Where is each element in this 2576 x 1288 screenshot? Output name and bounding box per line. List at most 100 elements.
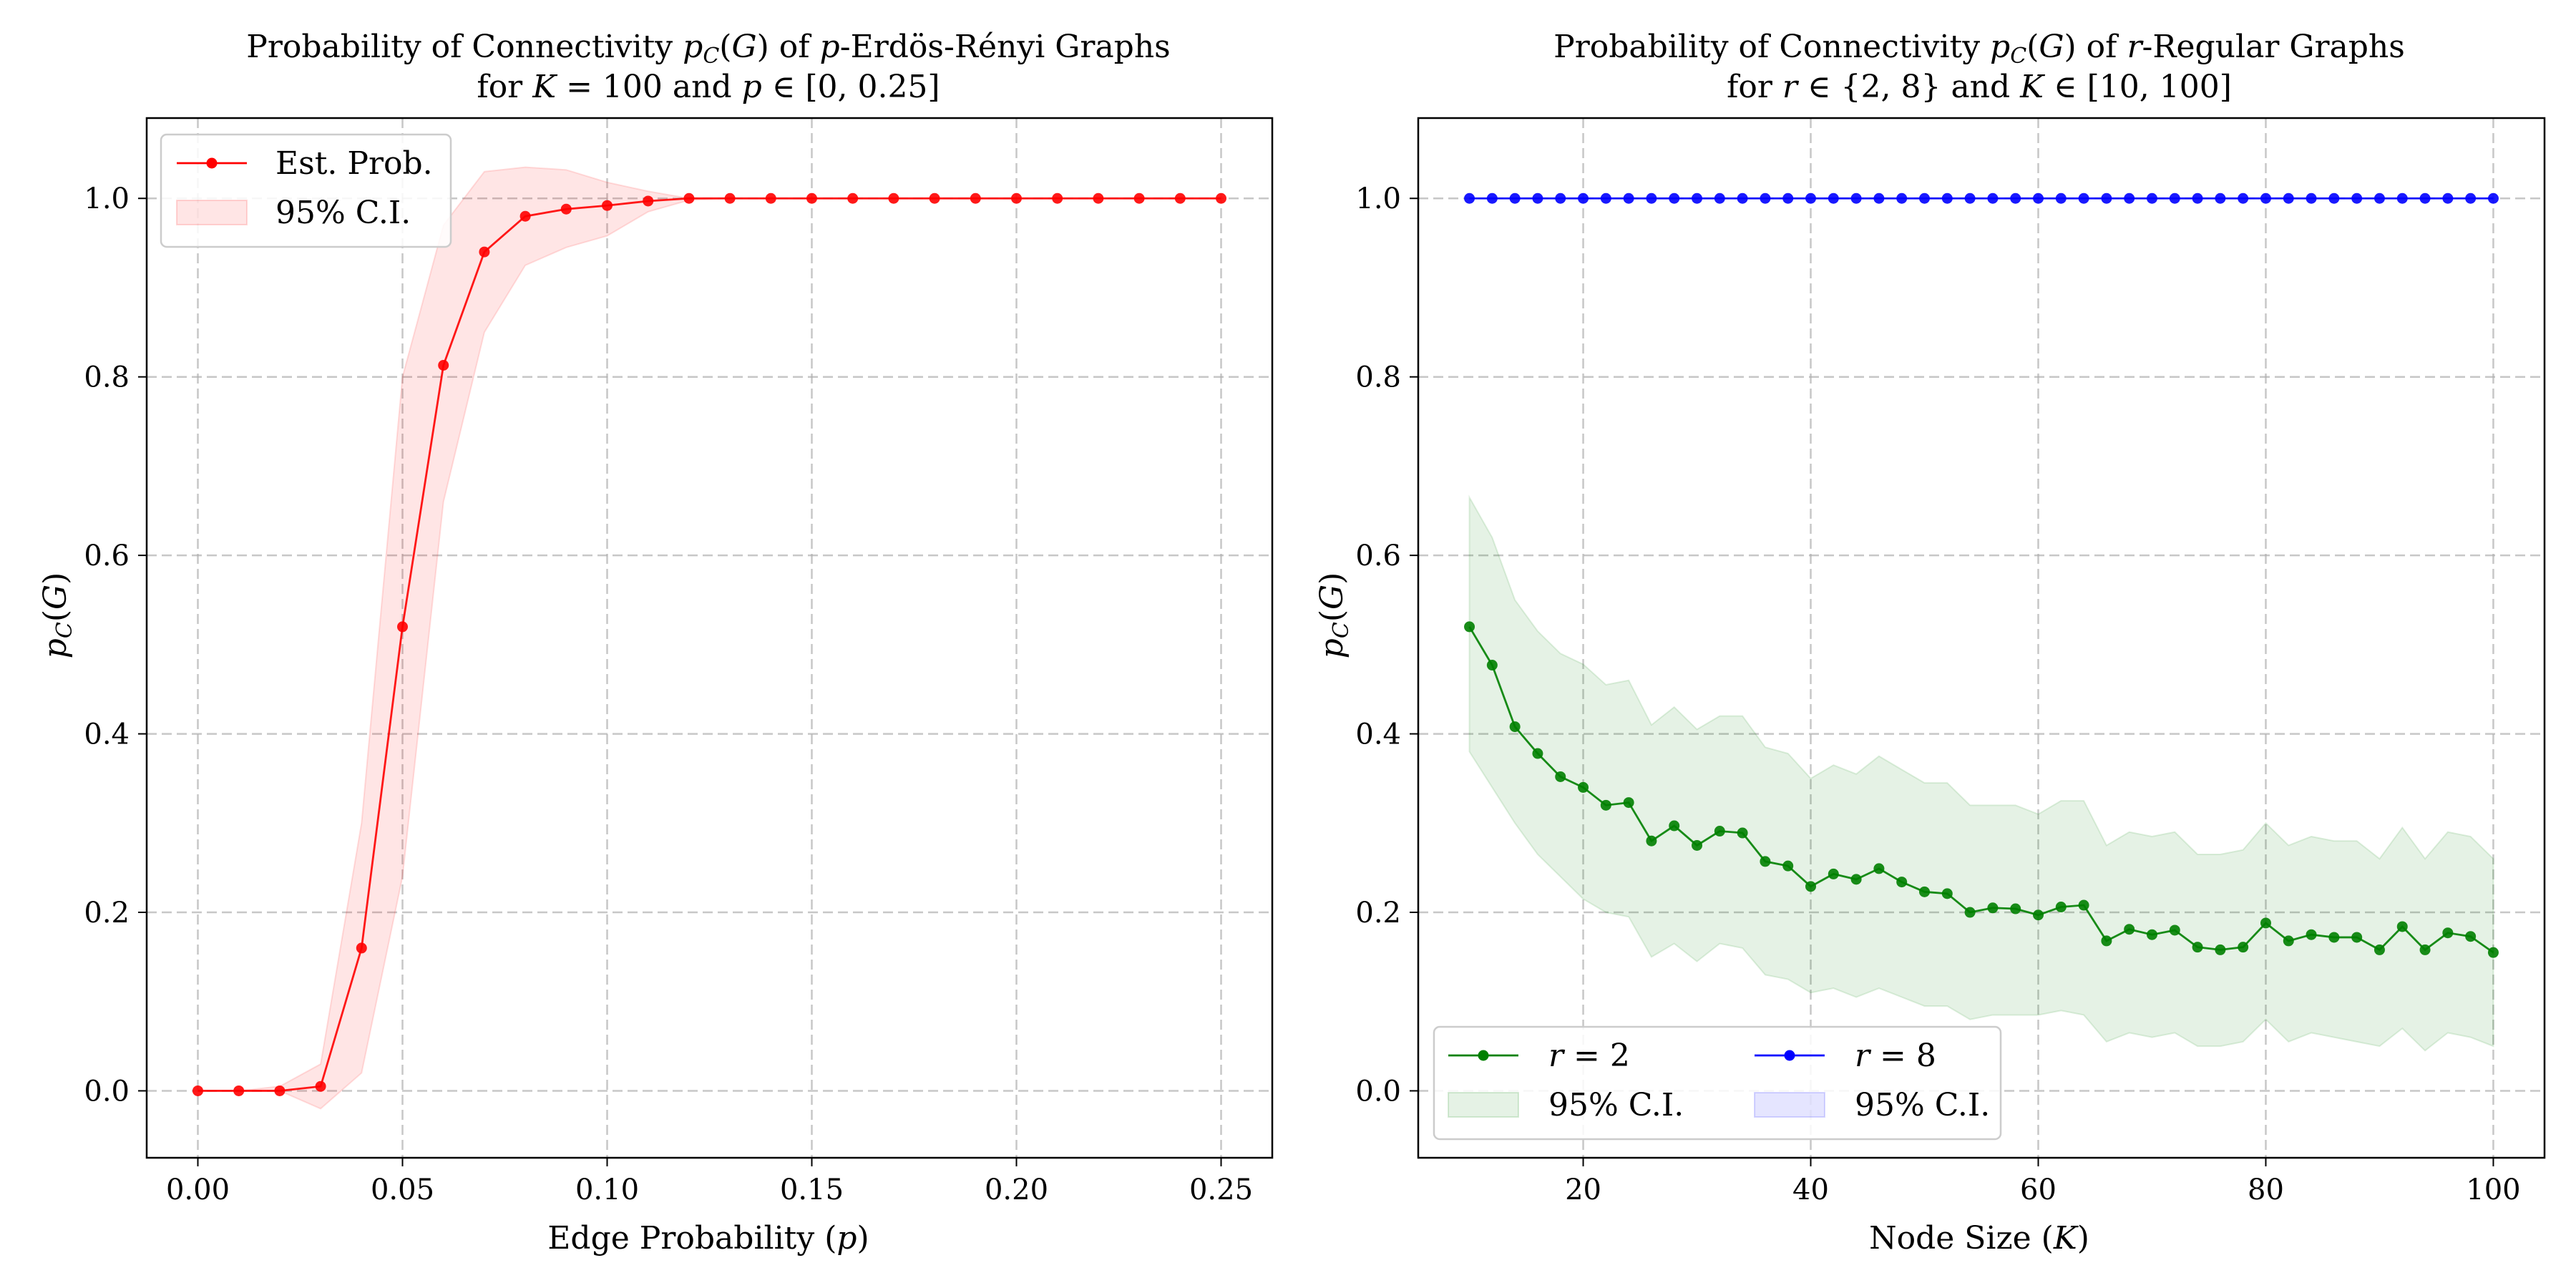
right-plot-area: 20 40 60 80 100 0.0 0.2 0.4 0.6 0.8 1.0 r = 2 95% C.… <box>1355 117 2546 1206</box>
legend-label: 95% C.I. <box>1548 1087 1684 1123</box>
data-point <box>2487 192 2499 204</box>
data-point <box>1646 835 1657 847</box>
data-point <box>1873 192 1885 204</box>
data-point <box>2215 192 2226 204</box>
data-point <box>1555 192 1566 204</box>
data-point <box>1941 192 1953 204</box>
x-tick-label: 100 <box>2466 1174 2520 1206</box>
series-line <box>1468 626 2494 954</box>
data-point <box>2238 192 2249 204</box>
data-point <box>1532 748 1543 759</box>
data-point <box>2306 929 2317 940</box>
data-point <box>2373 944 2385 955</box>
x-tick-label: 80 <box>2248 1174 2284 1206</box>
data-point <box>2169 192 2180 204</box>
data-point <box>806 192 817 204</box>
data-point <box>2192 192 2203 204</box>
data-point <box>1987 192 1999 204</box>
data-point <box>1692 839 1703 851</box>
series-line <box>197 197 1221 1092</box>
legend-ci-swatch <box>1448 1092 1519 1118</box>
data-point <box>1714 826 1725 837</box>
data-point <box>929 192 940 204</box>
legend-label: Est. Prob. <box>275 145 433 182</box>
ci-band <box>197 166 1221 1110</box>
data-point <box>2032 909 2044 921</box>
data-point <box>1464 621 1475 633</box>
data-point <box>1896 877 1908 888</box>
x-tick-label: 0.15 <box>780 1174 844 1206</box>
y-tick-label: 0.8 <box>84 361 130 394</box>
data-point <box>1964 907 1976 918</box>
data-point <box>2010 903 2021 914</box>
left-title: Probability of Connectivity pC(G) of p-E… <box>246 29 1171 69</box>
data-point <box>2283 935 2294 947</box>
data-point <box>2328 192 2340 204</box>
data-point <box>1646 192 1657 204</box>
x-tick-label: 20 <box>1565 1174 1601 1206</box>
data-point <box>643 195 654 207</box>
y-tick-label: 0.6 <box>84 540 130 572</box>
x-tick-label: 0.20 <box>985 1174 1048 1206</box>
right-subtitle: for r ∈ {2, 8} and K ∈ [10, 100] <box>1727 69 2232 105</box>
y-tick-label: 0.4 <box>1355 718 1401 751</box>
data-point <box>2442 927 2454 939</box>
data-point <box>1486 660 1498 671</box>
data-point <box>1133 192 1145 204</box>
data-point <box>519 210 531 222</box>
data-point <box>2465 192 2477 204</box>
x-tick-label: 0.10 <box>575 1174 639 1206</box>
data-point <box>2055 192 2067 204</box>
y-tick-label: 0.0 <box>84 1075 130 1108</box>
data-point <box>602 200 613 211</box>
chart-left: Probability of Connectivity pC(G) of p-E… <box>37 29 1274 1257</box>
plot-inner <box>1418 118 2545 1158</box>
legend-box <box>1433 1025 2002 1141</box>
y-tick-label: 0.0 <box>1355 1075 1401 1108</box>
data-point <box>2078 899 2089 911</box>
data-point <box>1093 192 1104 204</box>
data-point <box>1600 192 1611 204</box>
data-point <box>1919 886 1931 897</box>
data-point <box>1692 192 1703 204</box>
data-point <box>1828 192 1839 204</box>
data-point <box>356 942 367 954</box>
legend-ci-swatch <box>176 200 248 225</box>
x-tick-label: 0.00 <box>166 1174 230 1206</box>
data-point <box>560 203 572 215</box>
data-point <box>2260 192 2271 204</box>
data-point <box>1216 192 1226 204</box>
data-point <box>1782 860 1794 872</box>
data-point <box>1805 192 1817 204</box>
data-point <box>2124 924 2135 935</box>
ci-band <box>1468 494 2494 1052</box>
chart-right: Probability of Connectivity pC(G) of r-R… <box>1314 29 2546 1257</box>
data-point <box>2146 192 2157 204</box>
data-point <box>1987 902 1999 914</box>
x-tick-label: 40 <box>1792 1174 1829 1206</box>
right-xlabel: Node Size (K) <box>1869 1220 2089 1257</box>
data-point <box>1052 192 1063 204</box>
data-point <box>1850 874 1862 885</box>
data-point <box>2078 192 2089 204</box>
data-point <box>2396 192 2408 204</box>
data-point <box>847 192 859 204</box>
legend-label: 95% C.I. <box>1855 1087 1990 1123</box>
data-point <box>2010 192 2021 204</box>
data-point <box>2283 192 2294 204</box>
left-ylabel: pC(G) <box>37 572 77 659</box>
data-point <box>1669 192 1680 204</box>
data-point <box>2373 192 2385 204</box>
legend-label: r = 8 <box>1855 1038 1936 1074</box>
data-point <box>438 359 449 371</box>
legend-ci-swatch <box>1754 1092 1825 1118</box>
data-point <box>1623 192 1634 204</box>
axes-frame <box>1417 117 2546 1159</box>
data-point <box>2124 192 2135 204</box>
y-tick-label: 0.2 <box>84 897 130 930</box>
data-point <box>233 1085 245 1096</box>
data-point <box>1737 192 1748 204</box>
data-point <box>1873 863 1885 874</box>
data-point <box>2306 192 2317 204</box>
data-point <box>1486 192 1498 204</box>
